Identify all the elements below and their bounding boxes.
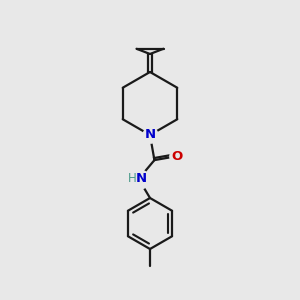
Text: N: N — [136, 172, 147, 185]
Text: N: N — [144, 128, 156, 142]
Text: H: H — [128, 172, 136, 184]
Text: O: O — [171, 150, 182, 163]
